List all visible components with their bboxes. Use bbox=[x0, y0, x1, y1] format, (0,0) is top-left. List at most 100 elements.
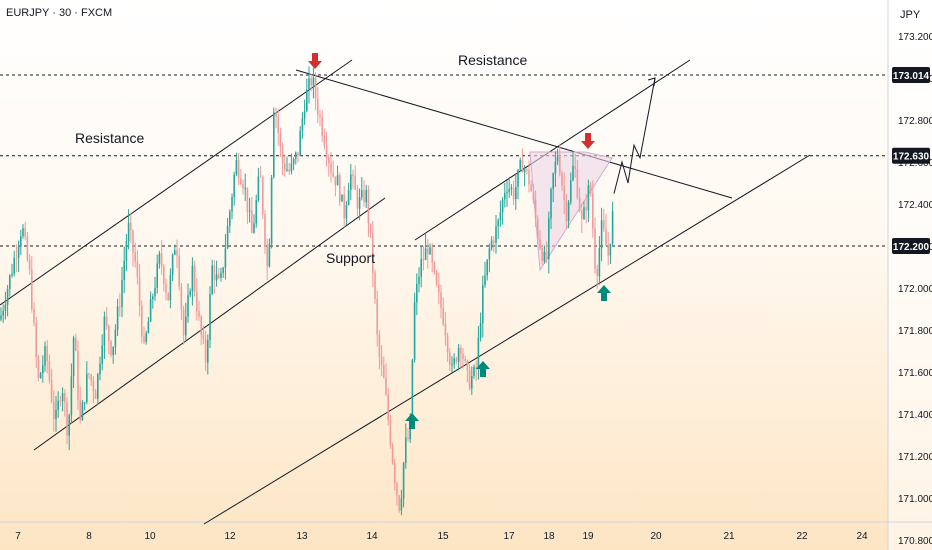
candle-body bbox=[609, 243, 612, 256]
resistance-trendline bbox=[295, 69, 733, 199]
candle-body bbox=[257, 176, 260, 200]
y-tick-label: 171.400 bbox=[898, 410, 932, 421]
y-tick-label: 171.800 bbox=[898, 326, 932, 337]
candle-body bbox=[176, 250, 178, 256]
candle-body bbox=[264, 214, 266, 247]
candle-body bbox=[132, 230, 134, 253]
candle-body bbox=[369, 223, 372, 234]
candle-body bbox=[319, 114, 321, 117]
candle-body bbox=[402, 462, 405, 499]
candle-body bbox=[330, 162, 332, 173]
level-price-tag bbox=[892, 147, 930, 164]
candle-body bbox=[202, 334, 205, 340]
candle-body bbox=[105, 316, 108, 326]
candle-body bbox=[363, 190, 365, 203]
candle-body bbox=[242, 183, 244, 189]
candle-body bbox=[196, 291, 198, 312]
candle-body bbox=[429, 247, 431, 255]
y-tick-label: 173.200 bbox=[898, 32, 932, 43]
candle-body bbox=[422, 259, 425, 261]
candle-body bbox=[20, 236, 22, 248]
candle-body bbox=[457, 347, 460, 362]
candle-body bbox=[297, 152, 299, 156]
x-tick-label: 17 bbox=[503, 531, 515, 542]
candle-body bbox=[182, 309, 185, 336]
candle-body bbox=[35, 322, 37, 357]
y-tick-label: 172.400 bbox=[898, 200, 932, 211]
candle-body bbox=[121, 280, 123, 307]
level-price-label: 173.014 bbox=[893, 71, 930, 82]
candle-body bbox=[600, 220, 603, 249]
candle-body bbox=[583, 207, 585, 219]
x-tick-label: 7 bbox=[15, 531, 21, 542]
candle-body bbox=[471, 376, 473, 389]
arrow-down-icon bbox=[581, 133, 595, 149]
candle-body bbox=[222, 267, 224, 273]
candle-body bbox=[323, 136, 326, 147]
candle-body bbox=[81, 402, 84, 421]
candle-body bbox=[563, 185, 565, 201]
candle-body bbox=[218, 274, 220, 278]
candle-body bbox=[97, 374, 99, 399]
candle-body bbox=[442, 308, 444, 324]
candle-body bbox=[444, 323, 447, 336]
candle-body bbox=[598, 248, 601, 277]
candle-body bbox=[572, 165, 574, 181]
candle-body bbox=[339, 175, 341, 202]
candle-body bbox=[332, 172, 334, 177]
candle-body bbox=[418, 276, 420, 284]
x-tick-label: 12 bbox=[224, 531, 236, 542]
candle-body bbox=[231, 197, 233, 212]
candle-body bbox=[495, 226, 497, 243]
candle-body bbox=[39, 373, 42, 379]
candle-body bbox=[559, 156, 561, 174]
candle-body bbox=[226, 225, 229, 249]
candle-body bbox=[587, 185, 590, 211]
candle-body bbox=[284, 163, 286, 171]
candle-body bbox=[308, 78, 310, 90]
candle-body bbox=[411, 359, 414, 421]
candle-body bbox=[519, 160, 521, 170]
candle-body bbox=[416, 283, 418, 303]
candle-body bbox=[424, 248, 427, 261]
candle-body bbox=[354, 175, 356, 190]
candle-body bbox=[358, 197, 361, 209]
annotation-resistance-top: Resistance bbox=[458, 52, 527, 68]
candle-body bbox=[255, 199, 257, 224]
candle-body bbox=[15, 257, 18, 259]
candle-body bbox=[303, 111, 306, 119]
currency-label: JPY bbox=[900, 9, 921, 21]
candle-body bbox=[180, 286, 183, 310]
candle-body bbox=[268, 243, 271, 267]
candle-body bbox=[378, 334, 381, 358]
candle-body bbox=[207, 340, 209, 363]
candle-body bbox=[534, 200, 537, 219]
candle-body bbox=[350, 174, 352, 190]
candle-body bbox=[341, 194, 343, 202]
candle-body bbox=[585, 207, 587, 211]
candle-body bbox=[224, 248, 227, 268]
candle-body bbox=[512, 187, 515, 200]
candle-body bbox=[125, 241, 128, 261]
candle-body bbox=[220, 272, 222, 278]
candle-body bbox=[48, 360, 51, 380]
candle-body bbox=[561, 173, 563, 186]
candle-body bbox=[198, 311, 200, 317]
candle-body bbox=[59, 400, 62, 402]
candle-body bbox=[321, 116, 323, 137]
candle-body bbox=[367, 189, 370, 224]
y-tick-label: 171.200 bbox=[898, 452, 932, 463]
candle-body bbox=[138, 276, 141, 306]
candle-body bbox=[398, 495, 400, 511]
candle-body bbox=[209, 293, 211, 341]
candle-body bbox=[99, 363, 101, 375]
x-tick-label: 14 bbox=[366, 531, 378, 542]
candle-body bbox=[31, 269, 33, 310]
candle-body bbox=[248, 210, 251, 212]
candle-body bbox=[484, 275, 486, 286]
candle-body bbox=[0, 315, 2, 320]
candle-body bbox=[317, 98, 319, 115]
candle-body bbox=[288, 169, 290, 172]
